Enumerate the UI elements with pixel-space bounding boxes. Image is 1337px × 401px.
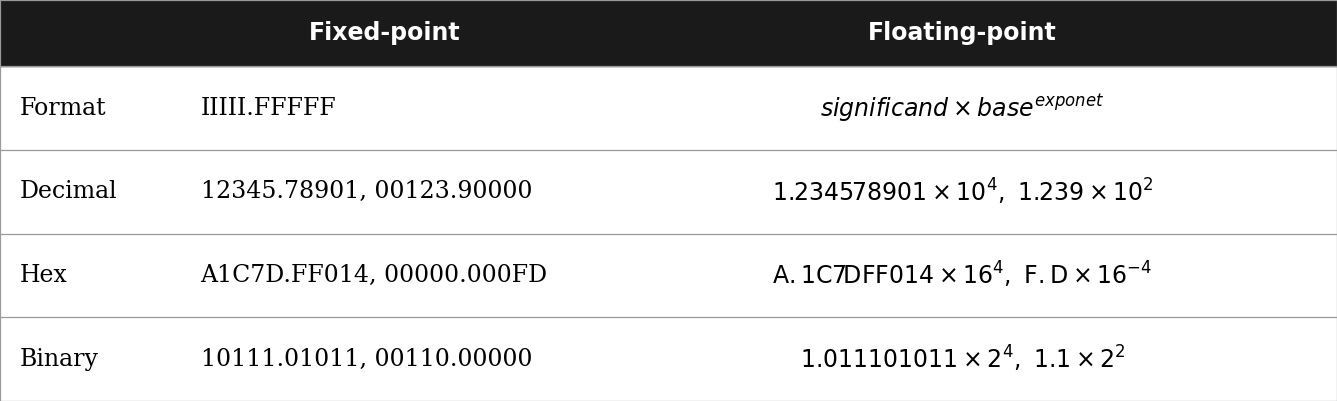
Bar xyxy=(0,66,1337,150)
Text: IIIII.FFFFF: IIIII.FFFFF xyxy=(201,97,337,119)
Text: A1C7D.FF014, 00000.000FD: A1C7D.FF014, 00000.000FD xyxy=(201,264,548,287)
Text: Binary: Binary xyxy=(20,348,99,371)
Text: Format: Format xyxy=(20,97,107,119)
Bar xyxy=(0,0,1337,66)
Text: $\mathrm{A.1C7DFF014} \times 16^{4}, \ \mathrm{F.D} \times 16^{-4}$: $\mathrm{A.1C7DFF014} \times 16^{4}, \ \… xyxy=(773,260,1152,290)
Text: 12345.78901, 00123.90000: 12345.78901, 00123.90000 xyxy=(201,180,532,203)
Text: Floating-point: Floating-point xyxy=(868,21,1058,45)
Bar xyxy=(0,233,1337,317)
Text: Hex: Hex xyxy=(20,264,68,287)
Text: $\mathit{significand} \times \mathit{base}^{\mathit{exponet}}$: $\mathit{significand} \times \mathit{bas… xyxy=(821,92,1104,124)
Bar xyxy=(0,317,1337,401)
Text: Fixed-point: Fixed-point xyxy=(309,21,460,45)
Text: 10111.01011, 00110.00000: 10111.01011, 00110.00000 xyxy=(201,348,532,371)
Text: Decimal: Decimal xyxy=(20,180,118,203)
Text: $1.234578901 \times 10^{4}, \ 1.239 \times 10^{2}$: $1.234578901 \times 10^{4}, \ 1.239 \tim… xyxy=(771,176,1154,207)
Bar xyxy=(0,150,1337,233)
Text: $1.011101011 \times 2^{4}, \ 1.1 \times 2^{2}$: $1.011101011 \times 2^{4}, \ 1.1 \times … xyxy=(800,344,1126,374)
